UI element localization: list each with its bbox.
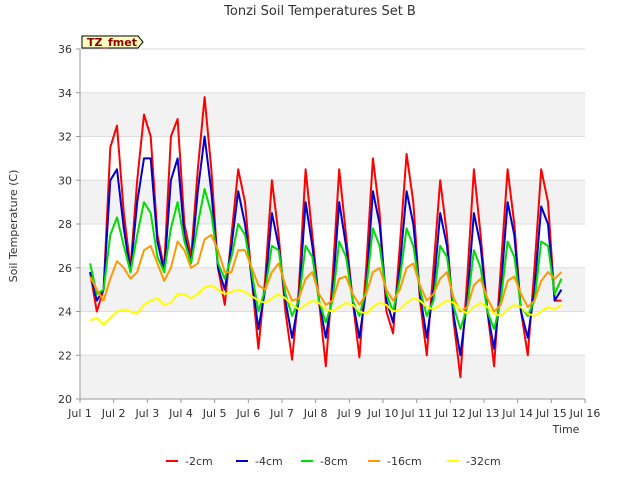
x-tick-label: Jul 4 xyxy=(168,407,193,420)
x-tick-label: Jul 16 xyxy=(569,407,601,420)
x-tick-label: Jul 15 xyxy=(535,407,567,420)
y-tick-label: 22 xyxy=(58,349,72,362)
legend-item: -8cm xyxy=(301,455,348,468)
badge-box xyxy=(81,35,144,49)
x-tick-label: Jul 14 xyxy=(501,407,533,420)
y-tick-label: 24 xyxy=(58,306,72,319)
x-tick-label: Jul 10 xyxy=(367,407,399,420)
x-tick-label: Jul 8 xyxy=(303,407,328,420)
y-tick-label: 26 xyxy=(58,262,72,275)
x-tick-label: Jul 1 xyxy=(67,407,92,420)
x-tick-label: Jul 3 xyxy=(134,407,159,420)
legend-item: -4cm xyxy=(236,455,283,468)
x-tick-label: Jul 2 xyxy=(101,407,126,420)
series-line-m32cm xyxy=(89,284,562,326)
y-tick-label: 30 xyxy=(58,174,72,187)
x-tick-label: Jul 13 xyxy=(468,407,500,420)
y-tick-label: 34 xyxy=(58,87,72,100)
y-tick-label: 20 xyxy=(58,393,72,406)
plot-band xyxy=(80,355,585,399)
y-tick-label: 32 xyxy=(58,131,72,144)
chart-title: Tonzi Soil Temperatures Set B xyxy=(223,4,416,19)
plot-band xyxy=(80,180,585,224)
series-line-m16cm xyxy=(89,233,563,313)
x-tick-labels: Jul 1 Jul 2 Jul 3 Jul 4 Jul 5 Jul 6 Jul 7 Jul 8… xyxy=(67,407,600,420)
legend-label: -4cm xyxy=(255,455,283,468)
x-axis-label: Time xyxy=(552,423,580,436)
legend: -2cm -4cm -8cm -16cm -32cm xyxy=(166,455,501,468)
legend-label: -8cm xyxy=(320,455,348,468)
legend-item: -2cm xyxy=(166,455,213,468)
x-tick-label: Jul 7 xyxy=(269,407,294,420)
x-tick-label: Jul 9 xyxy=(336,407,361,420)
y-tick-labels: 20 22 24 26 28 30 32 34 36 xyxy=(58,43,72,406)
plot-band xyxy=(80,92,585,137)
y-axis-label: Soil Temperature (C) xyxy=(7,170,20,283)
legend-label: -2cm xyxy=(185,455,213,468)
series-lines xyxy=(89,96,563,379)
legend-label: -16cm xyxy=(387,455,422,468)
legend-item: -16cm xyxy=(368,455,422,468)
station-badge: TZ_fmet xyxy=(81,35,144,49)
x-tick-label: Jul 5 xyxy=(202,407,227,420)
x-tick-label: Jul 6 xyxy=(235,407,260,420)
y-tick-label: 36 xyxy=(58,43,72,56)
axes xyxy=(76,48,586,403)
y-tick-label: 28 xyxy=(58,218,72,231)
legend-item: -32cm xyxy=(447,455,501,468)
x-tick-label: Jul 12 xyxy=(434,407,466,420)
legend-label: -32cm xyxy=(466,455,501,468)
badge-label: TZ_fmet xyxy=(87,36,137,49)
x-tick-label: Jul 11 xyxy=(400,407,432,420)
series-line-m4cm xyxy=(89,135,563,357)
